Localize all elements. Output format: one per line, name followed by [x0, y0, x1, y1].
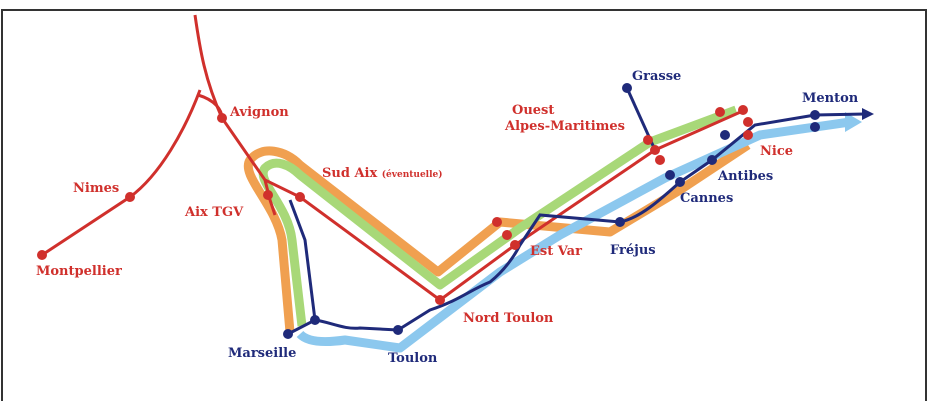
label: Nimes [73, 181, 119, 196]
red-main-line [193, 14, 746, 302]
station [492, 217, 502, 227]
station [510, 240, 520, 250]
frame [1, 9, 927, 401]
station [295, 192, 305, 202]
station [743, 130, 753, 140]
label: Ouest [512, 103, 554, 118]
station [810, 122, 820, 132]
dark-blue-branch [288, 199, 317, 321]
label: Fréjus [610, 243, 656, 258]
label: Nice [760, 144, 793, 159]
red-stations [37, 105, 753, 305]
dark-blue-arrow [862, 108, 874, 120]
station [263, 190, 273, 200]
station [675, 177, 685, 187]
station [643, 135, 653, 145]
station [435, 295, 445, 305]
label: Sud Aix [322, 166, 377, 181]
label: Alpes-Maritimes [504, 119, 625, 134]
dark-blue-line [287, 112, 866, 336]
red-spur [263, 179, 277, 216]
station [622, 83, 632, 93]
station [125, 192, 135, 202]
station [217, 113, 227, 123]
blue-stations [283, 83, 820, 339]
station [37, 250, 47, 260]
label: Nord Toulon [463, 311, 554, 326]
station [502, 230, 512, 240]
station [283, 329, 293, 339]
label: Sud Aix (éventuelle) [322, 166, 443, 181]
label: Montpellier [36, 264, 122, 279]
station [707, 155, 717, 165]
label: Avignon [229, 105, 289, 120]
label: Est Var [530, 244, 582, 259]
station [665, 170, 675, 180]
light-blue-arrow [845, 112, 862, 132]
station [810, 110, 820, 120]
station [393, 325, 403, 335]
label: Cannes [680, 191, 733, 206]
station [738, 105, 748, 115]
label: Aix TGV [184, 205, 244, 220]
station [615, 217, 625, 227]
label: Grasse [632, 69, 681, 84]
station [310, 315, 320, 325]
station [720, 130, 730, 140]
label: Antibes [717, 169, 773, 184]
green-line [258, 105, 738, 327]
light-blue-line [296, 117, 851, 353]
label: Marseille [228, 346, 296, 361]
station [743, 117, 753, 127]
station [655, 155, 665, 165]
station [650, 145, 660, 155]
label: Toulon [388, 351, 438, 366]
label-note: (éventuelle) [382, 169, 443, 180]
label: Menton [802, 91, 859, 106]
station [715, 107, 725, 117]
